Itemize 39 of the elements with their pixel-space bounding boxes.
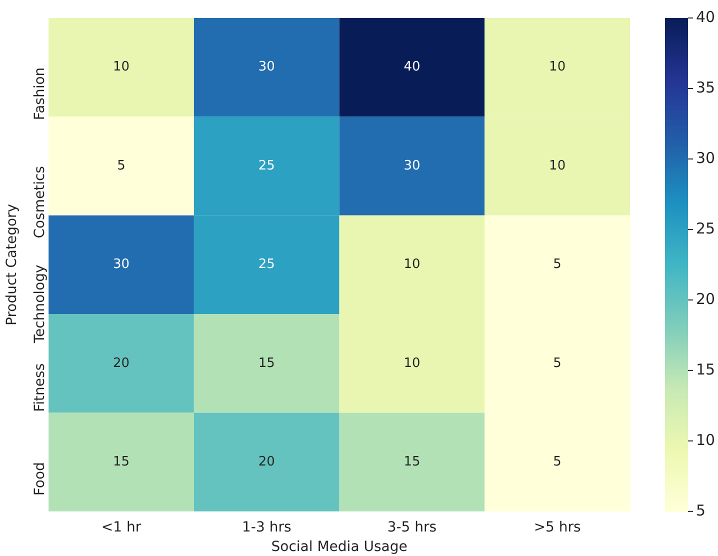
data-label: 15 xyxy=(113,454,130,470)
x-axis-title: Social Media Usage xyxy=(271,539,408,556)
color-bar-label: 10 xyxy=(696,430,716,449)
data-label: 20 xyxy=(258,454,275,470)
x-tick-label: <1 hr xyxy=(101,519,142,536)
y-tick-label: Technology xyxy=(32,264,48,344)
color-bar-label: 15 xyxy=(696,360,716,378)
data-label: 15 xyxy=(258,356,275,371)
data-label: 10 xyxy=(549,158,566,174)
color-bar-label: 20 xyxy=(696,290,716,308)
data-label: 40 xyxy=(404,60,420,75)
data-label: 10 xyxy=(113,60,130,75)
data-label: 10 xyxy=(404,257,420,272)
color-bar-label: 25 xyxy=(696,219,716,238)
data-label: 25 xyxy=(258,158,275,174)
x-tick-label: 1-3 hrs xyxy=(242,519,292,536)
data-label: 20 xyxy=(113,356,130,371)
data-label: 5 xyxy=(553,257,562,272)
color-bar-label: 40 xyxy=(696,8,716,26)
data-label: 5 xyxy=(117,158,126,174)
data-label: 30 xyxy=(113,257,130,272)
x-tick-label: 3-5 hrs xyxy=(387,519,437,536)
y-tick-label: Fashion xyxy=(32,67,48,120)
color-bar-label: 5 xyxy=(696,501,706,520)
data-label: 5 xyxy=(553,454,562,470)
y-tick-label: Cosmetics xyxy=(32,166,48,238)
data-label: 10 xyxy=(404,356,420,371)
y-tick-label: Fitness xyxy=(32,363,48,412)
data-label: 25 xyxy=(258,257,275,272)
data-label: 30 xyxy=(404,158,420,174)
y-axis-title: Product Category xyxy=(4,204,20,326)
data-label: 30 xyxy=(258,60,275,75)
color-bar-label: 30 xyxy=(696,148,716,167)
color-bar-label: 35 xyxy=(696,78,716,96)
y-tick-label: Food xyxy=(32,462,48,496)
data-label: 10 xyxy=(549,60,566,75)
x-tick-label: >5 hrs xyxy=(534,519,581,536)
data-label: 5 xyxy=(553,356,562,371)
data-label: 15 xyxy=(404,454,420,470)
